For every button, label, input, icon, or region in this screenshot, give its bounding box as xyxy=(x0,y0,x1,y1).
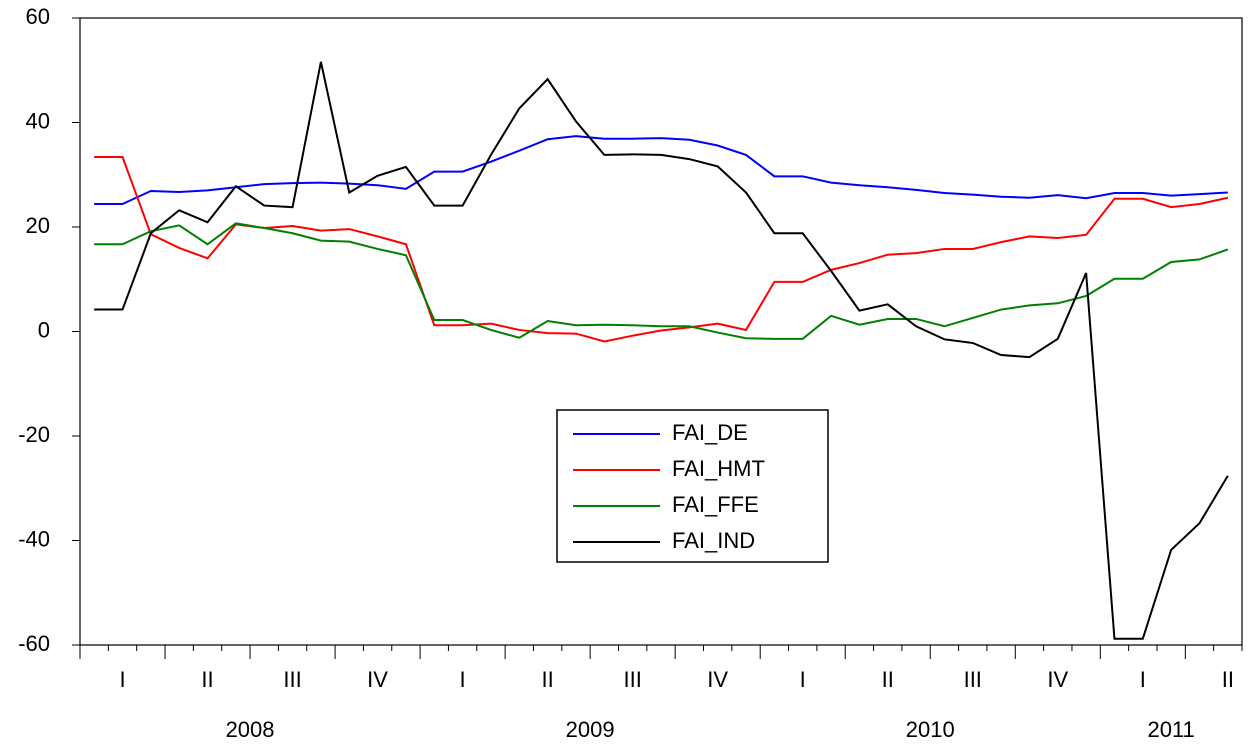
series-line xyxy=(94,135,1228,206)
legend-label: FAI_IND xyxy=(672,528,755,553)
y-tick-label: -40 xyxy=(18,526,50,551)
x-tick-label: II xyxy=(201,667,213,692)
y-tick-label: -60 xyxy=(18,631,50,656)
series-line xyxy=(94,222,1229,340)
x-tick-label: I xyxy=(1140,667,1146,692)
series-line xyxy=(94,155,1229,343)
legend-box xyxy=(556,409,829,563)
x-tick-label: II xyxy=(542,667,554,692)
x-tick-label: IV xyxy=(1047,667,1068,692)
y-tick-label: 0 xyxy=(38,317,50,342)
x-tick-label: III xyxy=(283,667,301,692)
x-tick-label: IV xyxy=(367,667,388,692)
x-tick-label: II xyxy=(1222,667,1234,692)
y-tick-label: 40 xyxy=(26,108,50,133)
year-label: 2010 xyxy=(906,717,955,742)
x-tick-label: I xyxy=(800,667,806,692)
year-label: 2011 xyxy=(1147,717,1194,742)
x-tick-label: I xyxy=(460,667,466,692)
legend-label: FAI_FFE xyxy=(672,492,759,517)
x-tick-label: III xyxy=(964,667,982,692)
x-tick-label: I xyxy=(119,667,125,692)
x-tick-label: II xyxy=(882,667,894,692)
series-line xyxy=(94,61,1229,640)
y-tick-label: 20 xyxy=(26,213,50,238)
x-tick-label: IV xyxy=(707,667,728,692)
year-label: 2009 xyxy=(566,717,615,742)
y-tick-label: -20 xyxy=(18,422,50,447)
legend-label: FAI_HMT xyxy=(672,456,765,481)
y-tick-label: 60 xyxy=(26,4,50,29)
x-tick-label: III xyxy=(623,667,641,692)
legend-label: FAI_DE xyxy=(672,420,748,445)
year-label: 2008 xyxy=(226,717,275,742)
